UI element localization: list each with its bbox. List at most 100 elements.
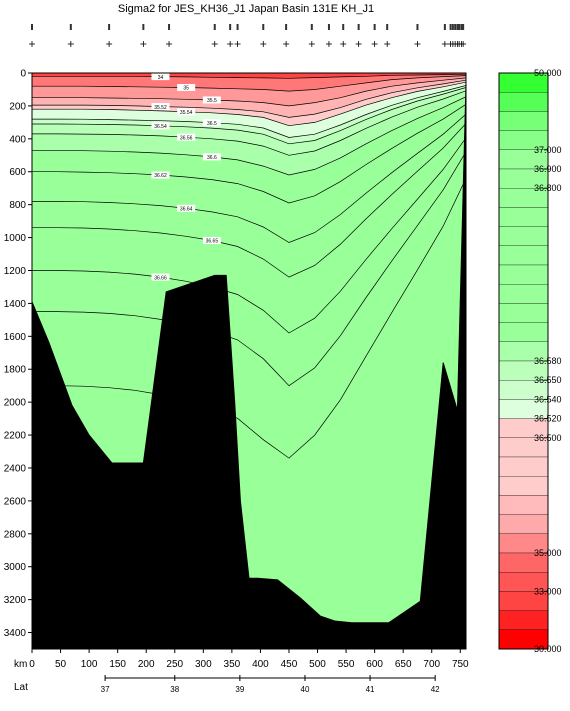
contour-label: 34 — [158, 75, 164, 81]
colorbar-label: 36.500 — [534, 433, 562, 443]
contour-line — [32, 79, 466, 118]
latitude-axis-label: Lat — [14, 682, 28, 693]
colorbar-swatch — [498, 207, 549, 227]
y-tick-label: 3000 — [4, 562, 27, 573]
y-tick-label: 1000 — [4, 233, 27, 244]
y-tick-label: 1200 — [4, 266, 27, 277]
y-tick-label: 2400 — [4, 463, 27, 474]
station-markers — [29, 24, 467, 47]
station-id-mark — [342, 24, 345, 30]
colorbar-swatch — [498, 264, 549, 285]
contour-label: 35.54 — [180, 110, 193, 116]
y-tick-label: 200 — [9, 101, 26, 112]
station-id-mark — [108, 24, 111, 30]
contour-line — [32, 90, 466, 156]
colorbar-label: 36.580 — [534, 356, 562, 366]
colorbar-swatch — [498, 92, 549, 112]
contour-label: 36.5 — [207, 121, 217, 127]
y-tick-label: 800 — [9, 200, 26, 211]
contour-label-bg — [202, 153, 221, 161]
density-band — [32, 123, 466, 334]
colorbar-label: 35.000 — [534, 548, 562, 558]
lat-tick-label: 42 — [431, 685, 440, 694]
station-id-mark — [357, 24, 360, 30]
colorbar-swatch — [498, 245, 549, 266]
contour-line — [32, 81, 466, 127]
contour-label-bg — [151, 273, 170, 281]
contour-line — [32, 73, 466, 79]
colorbar-swatch — [498, 111, 549, 131]
colorbar: 50.000 37.000 36.900 36.800 36.580 36.550 36.5… — [498, 68, 562, 654]
y-tick-label: 1600 — [4, 332, 27, 343]
x-tick-label: 550 — [338, 659, 355, 670]
station-id-mark — [213, 24, 216, 30]
station-id-mark — [451, 24, 454, 30]
colorbar-label: 36.900 — [534, 164, 562, 174]
colorbar-swatch — [498, 226, 549, 246]
density-band — [32, 77, 466, 118]
station-id-mark — [460, 24, 463, 30]
station-id-mark — [456, 24, 459, 30]
y-tick-label: 2600 — [4, 496, 27, 507]
colorbar-label: 33.000 — [534, 586, 562, 596]
x-tick-label: 0 — [29, 659, 35, 670]
station-id-mark — [142, 24, 145, 30]
y-tick-label: 1400 — [4, 299, 27, 310]
x-tick-label: 250 — [166, 659, 183, 670]
contour-label-bg — [151, 122, 170, 130]
station-id-mark — [454, 24, 457, 30]
contour-line — [32, 96, 466, 176]
station-id-mark — [310, 24, 313, 30]
station-id-mark — [327, 24, 330, 30]
x-tick-label: 700 — [423, 659, 440, 670]
station-id-mark — [458, 24, 461, 30]
contour-label-bg — [202, 237, 221, 245]
colorbar-swatch — [498, 610, 549, 630]
contour-line — [32, 87, 466, 145]
colorbar-swatch — [498, 495, 549, 515]
contour-label: 35.5 — [207, 98, 217, 104]
x-tick-label: 100 — [81, 659, 98, 670]
station-id-mark — [262, 24, 265, 30]
colorbar-label: 37.000 — [534, 145, 562, 155]
station-id-mark — [373, 24, 376, 30]
station-id-mark — [449, 24, 452, 30]
lat-tick-label: 39 — [235, 685, 244, 694]
contour-label-bg — [202, 119, 221, 127]
lat-tick-label: 38 — [170, 685, 179, 694]
contour-label-bg — [177, 133, 196, 141]
x-axis-label: km — [14, 659, 27, 670]
contour-line — [32, 123, 466, 278]
y-tick-label: 600 — [9, 167, 26, 178]
density-band — [32, 151, 466, 459]
chart-title: Sigma2 for JES_KH36_J1 Japan Basin 131E … — [118, 3, 374, 15]
station-id-mark — [443, 24, 446, 30]
contour-line — [32, 75, 466, 92]
contour-label: 36.62 — [154, 173, 167, 179]
x-tick-label: 600 — [366, 659, 383, 670]
y-tick-label: 400 — [9, 134, 26, 145]
station-id-mark — [69, 24, 72, 30]
contour-line — [32, 85, 466, 138]
station-id-mark — [285, 24, 288, 30]
contour-label: 35 — [183, 86, 189, 92]
x-tick-label: 750 — [452, 659, 469, 670]
y-tick-label: 2000 — [4, 398, 27, 409]
contour-label-bg — [177, 83, 196, 91]
contour-label-bg — [151, 73, 170, 81]
colorbar-label: 50.000 — [534, 68, 562, 78]
contour-label: 36.6 — [207, 155, 217, 161]
station-id-mark — [31, 24, 33, 30]
contour-line — [32, 178, 466, 459]
station-id-mark — [229, 24, 232, 30]
colorbar-label: 30.000 — [534, 644, 562, 654]
contour-label: 36.56 — [180, 135, 193, 141]
contour-line — [32, 77, 466, 107]
station-id-mark — [236, 24, 239, 30]
colorbar-label: 36.540 — [534, 394, 562, 404]
contour-label: 36.65 — [206, 239, 219, 245]
colorbar-swatch — [498, 322, 549, 342]
colorbar-swatch — [498, 284, 549, 304]
